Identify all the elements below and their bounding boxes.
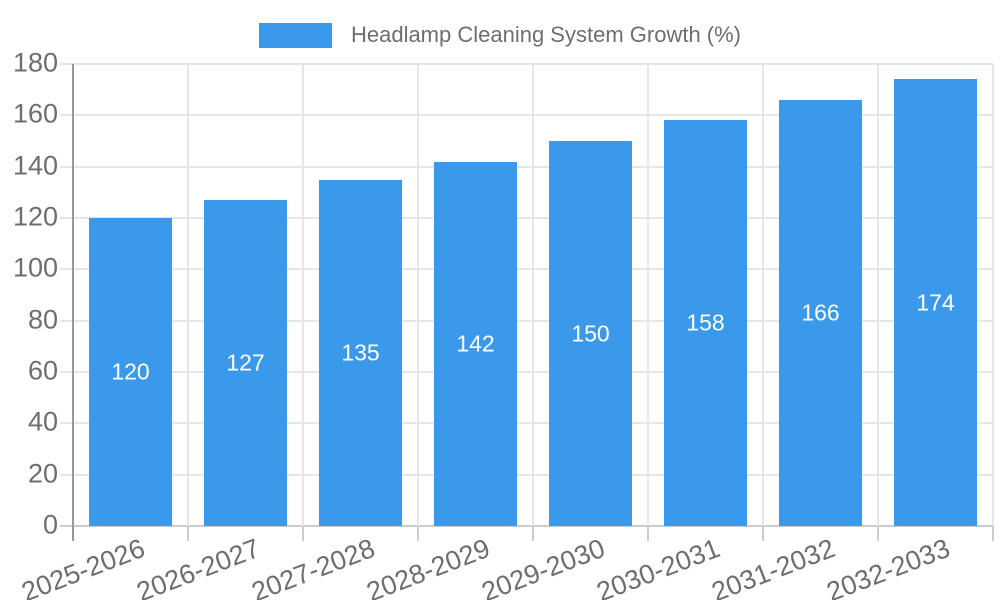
bar-value-label: 120: [111, 358, 150, 385]
bar[interactable]: [664, 120, 747, 526]
legend-swatch-icon: [258, 22, 332, 48]
v-gridline: [877, 64, 879, 526]
legend-item[interactable]: Headlamp Cleaning System Growth (%): [258, 22, 742, 48]
y-tick-label: 120: [12, 201, 58, 232]
h-gridline: [60, 268, 993, 271]
y-tick-label: 180: [12, 47, 58, 78]
h-gridline: [60, 217, 993, 219]
v-gridline: [302, 64, 304, 526]
x-tick-label: 2028-2029: [362, 533, 495, 600]
bar-value-label: 127: [226, 349, 265, 376]
x-axis-tick: [302, 526, 304, 541]
bar[interactable]: [894, 79, 977, 526]
x-axis-tick: [187, 526, 189, 541]
bar-value-label: 150: [571, 320, 610, 346]
v-gridline: [417, 64, 419, 526]
x-axis-tick: [647, 526, 649, 541]
v-gridline: [187, 64, 189, 526]
bar[interactable]: [779, 99, 862, 526]
y-tick-label: 60: [27, 355, 58, 386]
x-baseline: [60, 525, 993, 527]
bar[interactable]: [89, 218, 172, 526]
bar[interactable]: [434, 161, 517, 526]
x-tick-label: 2030-2031: [592, 533, 725, 600]
x-axis-tick: [417, 526, 419, 541]
h-gridline: [60, 319, 993, 322]
y-tick-label: 160: [12, 98, 58, 129]
chart-legend: Headlamp Cleaning System Growth (%): [0, 22, 1000, 48]
x-axis-tick: [762, 526, 764, 541]
bar-value-label: 135: [341, 339, 380, 366]
x-axis-tick: [877, 526, 879, 541]
y-tick-label: 140: [12, 149, 58, 180]
bar-value-label: 174: [916, 289, 955, 316]
h-gridline: [60, 422, 993, 425]
bar-value-label: 158: [686, 309, 725, 336]
x-tick-label: 2025-2026: [17, 533, 150, 600]
x-tick-label: 2026-2027: [132, 533, 265, 600]
bar[interactable]: [319, 179, 402, 526]
y-tick-label: 40: [27, 406, 58, 437]
h-gridline: [60, 371, 993, 373]
h-gridline: [60, 63, 993, 65]
v-gridline: [762, 64, 764, 526]
y-tick-label: 0: [42, 509, 58, 540]
y-tick-label: 100: [12, 252, 58, 283]
y-axis-line: [72, 64, 74, 541]
y-tick-label: 20: [27, 457, 58, 488]
bar-value-label: 142: [456, 330, 495, 357]
x-axis-tick: [532, 526, 534, 541]
bar[interactable]: [549, 141, 632, 526]
h-gridline: [60, 114, 993, 117]
x-axis-tick: [992, 526, 994, 541]
x-tick-label: 2027-2028: [247, 533, 380, 600]
v-gridline: [647, 64, 649, 526]
bar-value-label: 166: [801, 299, 840, 326]
legend-series-label: Headlamp Cleaning System Growth (%): [350, 22, 742, 47]
v-gridline: [532, 64, 534, 526]
bar[interactable]: [204, 200, 287, 526]
v-gridline: [992, 64, 994, 526]
x-tick-label: 2032-2033: [822, 533, 955, 600]
y-tick-label: 80: [27, 303, 58, 334]
x-tick-label: 2029-2030: [477, 533, 610, 600]
h-gridline: [60, 165, 993, 168]
x-tick-label: 2031-2032: [707, 533, 840, 600]
h-gridline: [60, 473, 993, 476]
